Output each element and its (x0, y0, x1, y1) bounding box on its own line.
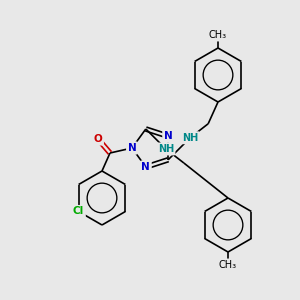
Text: CH₃: CH₃ (219, 260, 237, 270)
Text: NH: NH (158, 144, 174, 154)
Text: CH₃: CH₃ (209, 30, 227, 40)
Text: Cl: Cl (73, 206, 84, 217)
Text: N: N (128, 143, 136, 153)
Text: O: O (94, 134, 102, 144)
Text: N: N (164, 131, 172, 141)
Text: N: N (141, 162, 150, 172)
Text: NH: NH (182, 133, 198, 143)
